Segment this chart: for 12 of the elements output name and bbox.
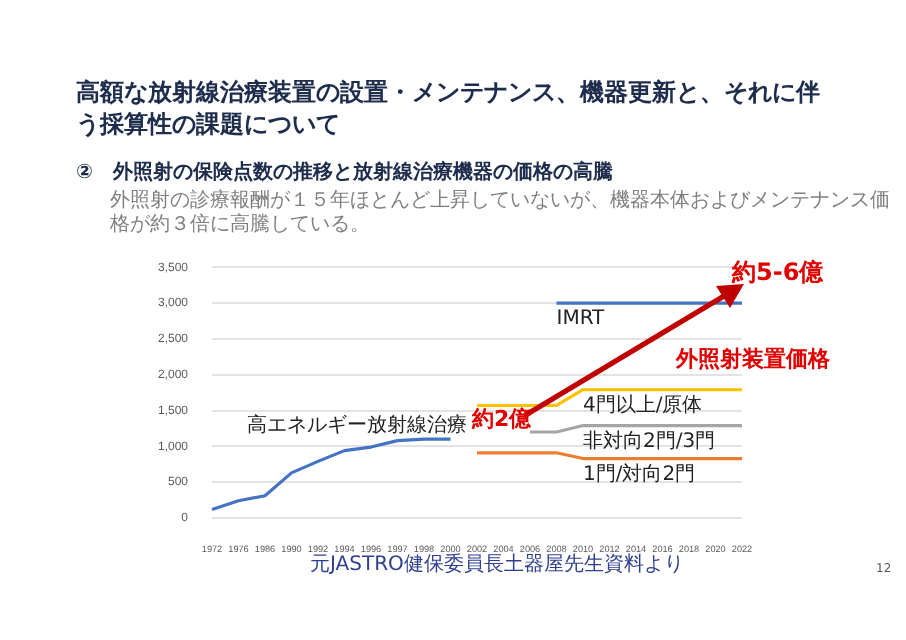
chart-subtitle: ② 外照射の保険点数の推移と放射線治療機器の価格の高騰: [76, 158, 613, 186]
chart-title: 高額な放射線治療装置の設置・メンテナンス、機器更新と、それに伴う採算性の課題について: [76, 76, 822, 140]
text: 元JASTRO健保委員長土器屋先生資料より: [310, 552, 684, 578]
text: 外照射の診療報酬が１５年ほとんど上昇していないが、機器本体およびメンテナンス価格が約３倍に高騰している。: [110, 190, 892, 238]
series-label: 4門以上/原体: [583, 392, 703, 417]
annotation: 約5-6億: [732, 256, 824, 290]
series-label: IMRT: [556, 308, 607, 331]
series-label: 1門/対向2門: [583, 461, 696, 486]
series-label: 高エネルギー放射線治療: [246, 413, 467, 438]
annotation: 外照射装置価格: [676, 344, 830, 374]
series-label: 非対向2門/3門: [583, 428, 716, 453]
annotation: 約2億: [472, 404, 532, 434]
